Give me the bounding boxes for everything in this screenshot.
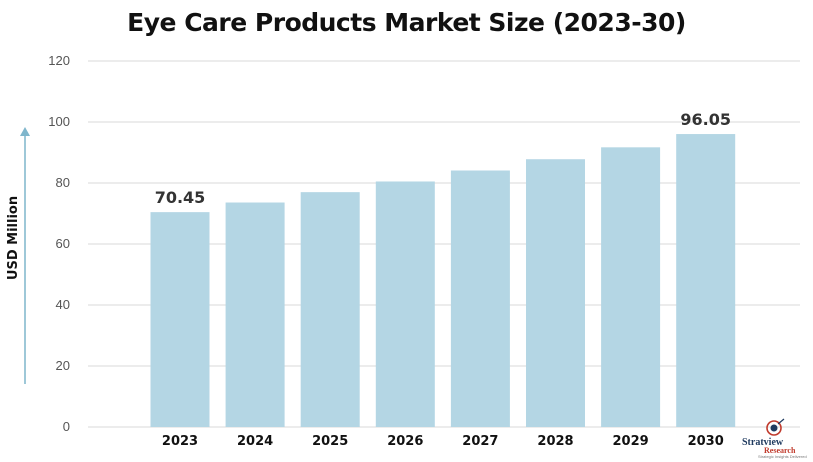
target-icon	[766, 420, 782, 436]
x-tick-label: 2026	[387, 434, 423, 449]
y-axis-arrow-head	[20, 127, 30, 136]
logo-sub: Research	[764, 446, 796, 455]
y-tick-label: 120	[48, 53, 70, 68]
arrow-icon	[777, 418, 785, 425]
x-tick-label: 2025	[312, 434, 348, 449]
bar-2028	[526, 159, 585, 427]
x-tick-label: 2024	[237, 434, 273, 449]
data-label: 70.45	[155, 188, 206, 207]
y-tick-label: 20	[56, 358, 70, 373]
bar-2030	[676, 134, 736, 428]
x-tick-label: 2030	[688, 434, 724, 449]
x-tick-label: 2029	[613, 434, 649, 449]
x-tick-label: 2023	[162, 434, 198, 449]
stratview-logo: Stratview Research Strategic Insights De…	[742, 418, 807, 459]
bar-2027	[450, 170, 510, 427]
bar-2023	[150, 212, 210, 427]
y-tick-label: 100	[48, 114, 70, 129]
bar-2026	[375, 181, 435, 427]
bar-2024	[225, 202, 285, 427]
y-tick-label: 60	[56, 236, 70, 251]
y-tick-label: 0	[63, 419, 70, 434]
logo-name: Stratview	[742, 437, 784, 448]
y-tick-label: 40	[56, 297, 70, 312]
bar-2029	[601, 147, 661, 427]
data-label: 96.05	[680, 110, 731, 129]
logo-tagline: Strategic Insights Delivered	[758, 454, 807, 459]
x-tick-label: 2028	[537, 434, 573, 449]
bar-2025	[300, 192, 360, 427]
x-tick-label: 2027	[462, 434, 498, 449]
chart-title: Eye Care Products Market Size (2023-30)	[127, 8, 686, 37]
y-axis-title: USD Million	[6, 196, 21, 280]
target-center-icon	[770, 424, 778, 432]
y-tick-label: 80	[56, 175, 70, 190]
